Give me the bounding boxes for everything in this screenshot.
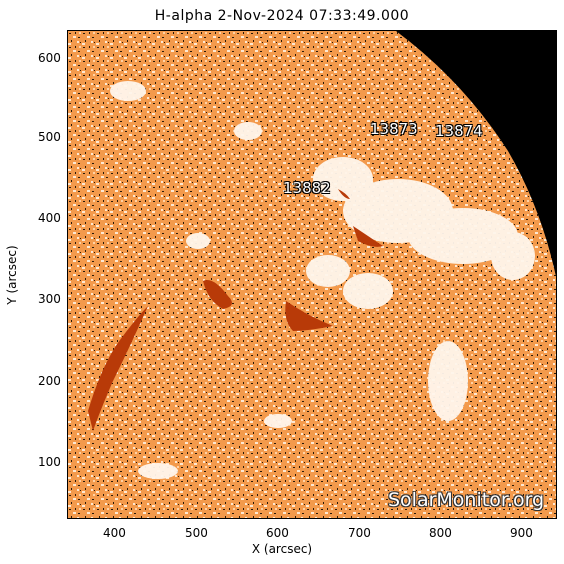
y-tick-label: 600 [38,51,61,65]
watermark-logo: SolarMonitor.org [388,489,545,511]
active-region-label: 13874 [435,122,483,140]
x-tick-label: 600 [266,526,289,540]
solar-image-panel: 13873 13874 13882 SolarMonitor.org [67,30,557,519]
y-tick-label: 300 [38,292,61,306]
h-alpha-solar-image [68,31,556,518]
y-tick-label: 200 [38,374,61,388]
x-tick-label: 400 [103,526,126,540]
x-axis-label: X (arcsec) [251,542,313,556]
y-tick-label: 500 [38,130,61,144]
active-region-label: 13873 [370,120,418,138]
y-tick-label: 400 [38,211,61,225]
image-title: H-alpha 2-Nov-2024 07:33:49.000 [154,8,410,24]
off-limb-space [396,31,556,277]
y-axis-label: Y (arcsec) [5,245,19,305]
y-tick-label: 100 [38,455,61,469]
x-tick-label: 700 [348,526,371,540]
x-tick-label: 900 [510,526,533,540]
x-tick-label: 800 [429,526,452,540]
active-region-label: 13882 [283,179,331,197]
x-tick-label: 500 [185,526,208,540]
